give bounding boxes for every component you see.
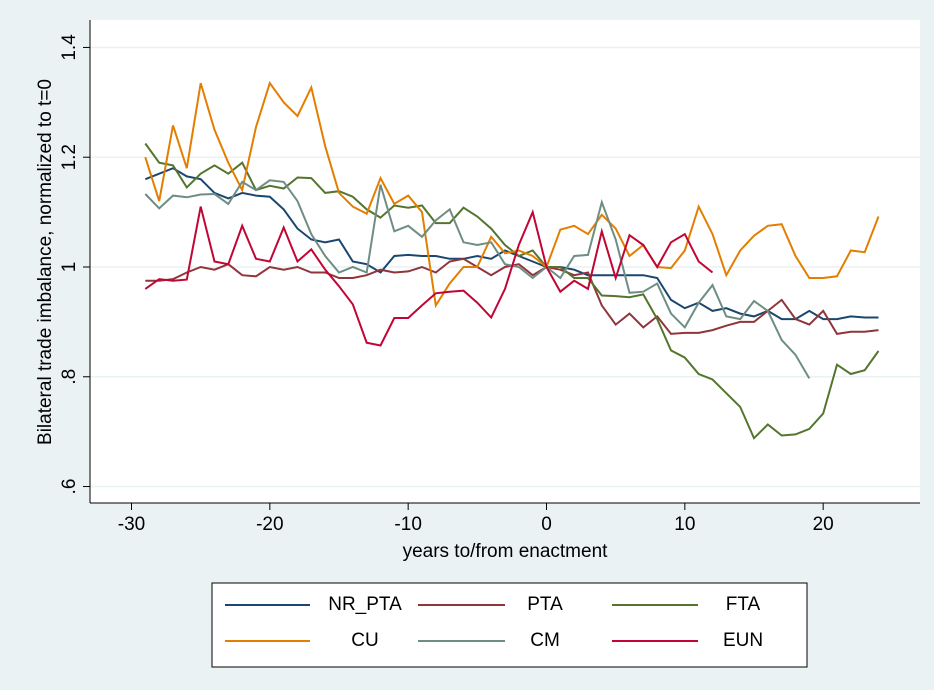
x-axis-label: years to/from enactment bbox=[403, 541, 609, 562]
y-tick-label: 1.4 bbox=[59, 34, 80, 61]
series-line bbox=[144, 142, 880, 440]
x-tick-label: -30 bbox=[118, 514, 145, 535]
legend-label: EUN bbox=[723, 630, 763, 651]
legend-label: CM bbox=[530, 630, 560, 651]
y-axis-label: Bilateral trade imbalance, normalized to… bbox=[35, 79, 56, 445]
x-tick-label: 0 bbox=[541, 514, 552, 535]
y-tick-label: .8 bbox=[59, 369, 80, 385]
series-line bbox=[144, 80, 880, 309]
legend-label: FTA bbox=[726, 594, 761, 615]
y-tick-label: 1 bbox=[59, 262, 80, 273]
y-tick-label: 1.2 bbox=[59, 144, 80, 170]
series-line bbox=[144, 179, 811, 379]
legend-label: NR_PTA bbox=[328, 594, 402, 615]
legend-box bbox=[211, 582, 808, 668]
x-tick-label: 20 bbox=[813, 514, 834, 535]
y-tick-label: .6 bbox=[59, 479, 80, 495]
legend-label: CU bbox=[351, 630, 378, 651]
x-tick-label: -20 bbox=[256, 514, 283, 535]
legend-label: PTA bbox=[527, 594, 563, 615]
series-line bbox=[144, 167, 879, 321]
series-line bbox=[144, 206, 714, 347]
x-tick-label: -10 bbox=[394, 514, 421, 535]
x-tick-label: 10 bbox=[674, 514, 695, 535]
